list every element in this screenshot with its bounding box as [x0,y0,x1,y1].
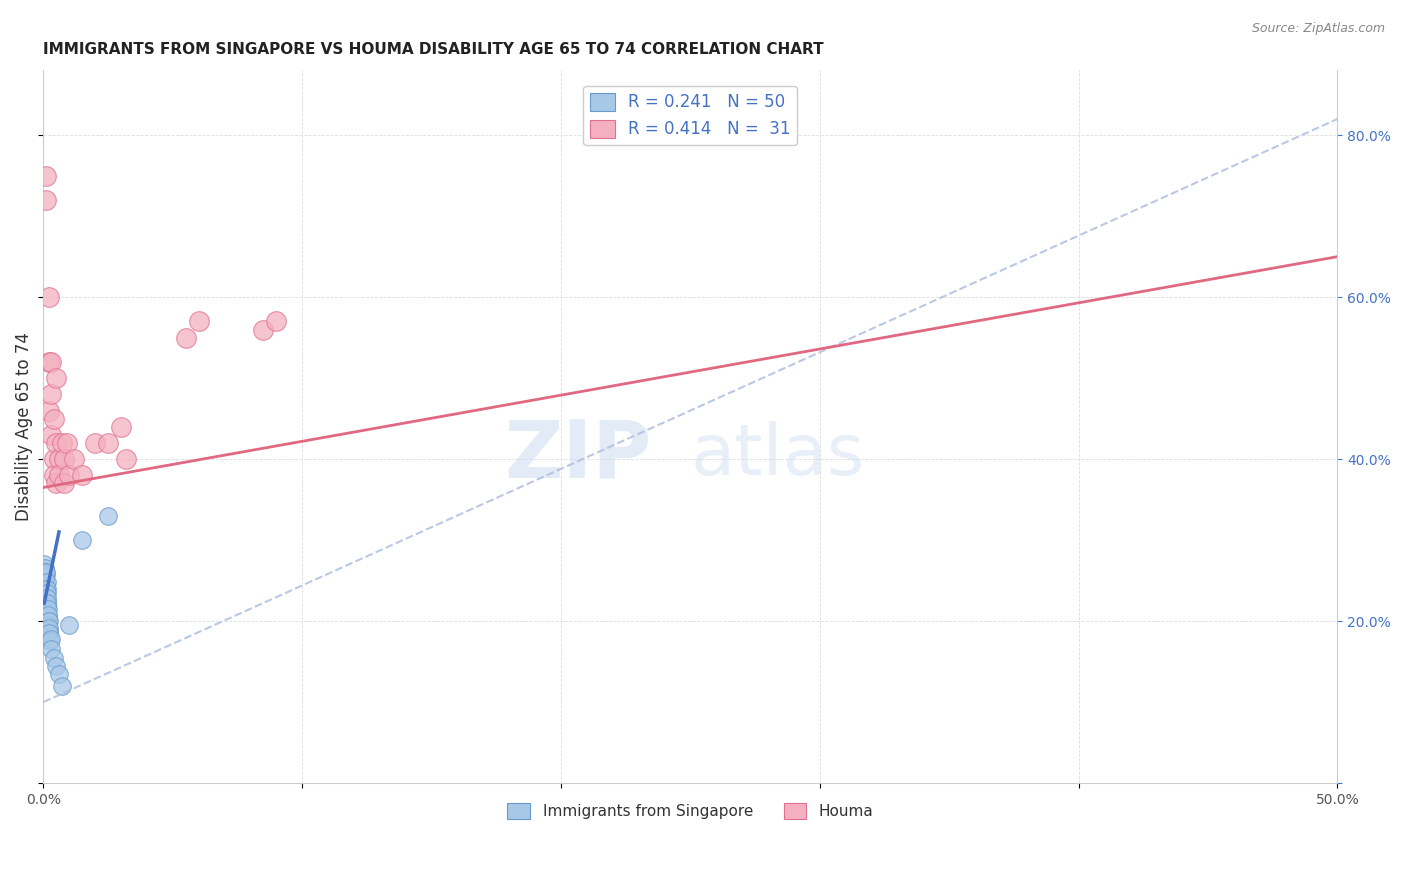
Point [35,590,58,604]
Point [37,618,59,632]
Point [63,452,86,467]
Point [48,666,70,681]
Point [35,599,58,614]
Point [39,632,62,646]
Text: IMMIGRANTS FROM SINGAPORE VS HOUMA DISABILITY AGE 65 TO 74 CORRELATION CHART: IMMIGRANTS FROM SINGAPORE VS HOUMA DISAB… [44,42,824,57]
Point [34,561,56,575]
Point [37,602,59,616]
Point [34,586,56,600]
Point [53,476,76,491]
Text: Source: ZipAtlas.com: Source: ZipAtlas.com [1251,22,1385,36]
Point [34,582,56,596]
Point [39,427,62,442]
Point [35,566,58,580]
Point [34,574,56,588]
Point [38,626,60,640]
Point [37,606,59,620]
Point [266,314,288,328]
Point [70,468,93,483]
Point [34,569,56,583]
Point [39,642,62,657]
Point [115,452,138,467]
Point [34,575,56,590]
Point [38,403,60,417]
Point [48,468,70,483]
Point [35,580,58,594]
Point [58,468,80,483]
Point [37,607,59,622]
Point [45,436,67,450]
Point [34,582,56,596]
Point [35,594,58,608]
Point [34,577,56,591]
Point [70,533,93,547]
Point [35,582,58,596]
Point [34,566,56,580]
Y-axis label: Disability Age 65 to 74: Disability Age 65 to 74 [15,333,32,521]
Point [174,331,197,345]
Point [38,621,60,635]
Point [42,650,65,665]
Point [34,566,56,580]
Point [35,169,58,183]
Point [35,567,58,582]
Point [45,658,67,673]
Point [51,679,73,693]
Point [34,569,56,583]
Point [187,314,209,328]
Point [55,436,77,450]
Point [45,476,67,491]
Point [48,452,70,467]
Point [51,436,73,450]
Point [32,558,55,572]
Point [35,577,58,591]
Point [252,322,274,336]
Point [35,193,58,207]
Point [39,355,62,369]
Point [58,618,80,632]
Point [32,569,55,583]
Point [38,614,60,628]
Point [38,355,60,369]
Point [35,590,58,604]
Point [35,586,58,600]
Point [45,371,67,385]
Point [35,586,58,600]
Point [110,419,132,434]
Point [37,614,59,628]
Point [35,591,58,606]
Point [97,436,120,450]
Point [42,468,65,483]
Point [39,387,62,401]
Point [97,508,120,523]
Point [38,634,60,648]
Point [53,452,76,467]
Point [35,598,58,612]
Point [42,411,65,425]
Point [37,610,59,624]
Point [37,596,59,610]
Text: ZIP: ZIP [505,417,651,494]
Legend: Immigrants from Singapore, Houma: Immigrants from Singapore, Houma [502,797,880,825]
Point [35,575,58,590]
Point [38,290,60,304]
Point [34,574,56,588]
Point [84,436,107,450]
Point [42,452,65,467]
Point [38,624,60,638]
Point [34,586,56,600]
Text: atlas: atlas [690,421,865,490]
